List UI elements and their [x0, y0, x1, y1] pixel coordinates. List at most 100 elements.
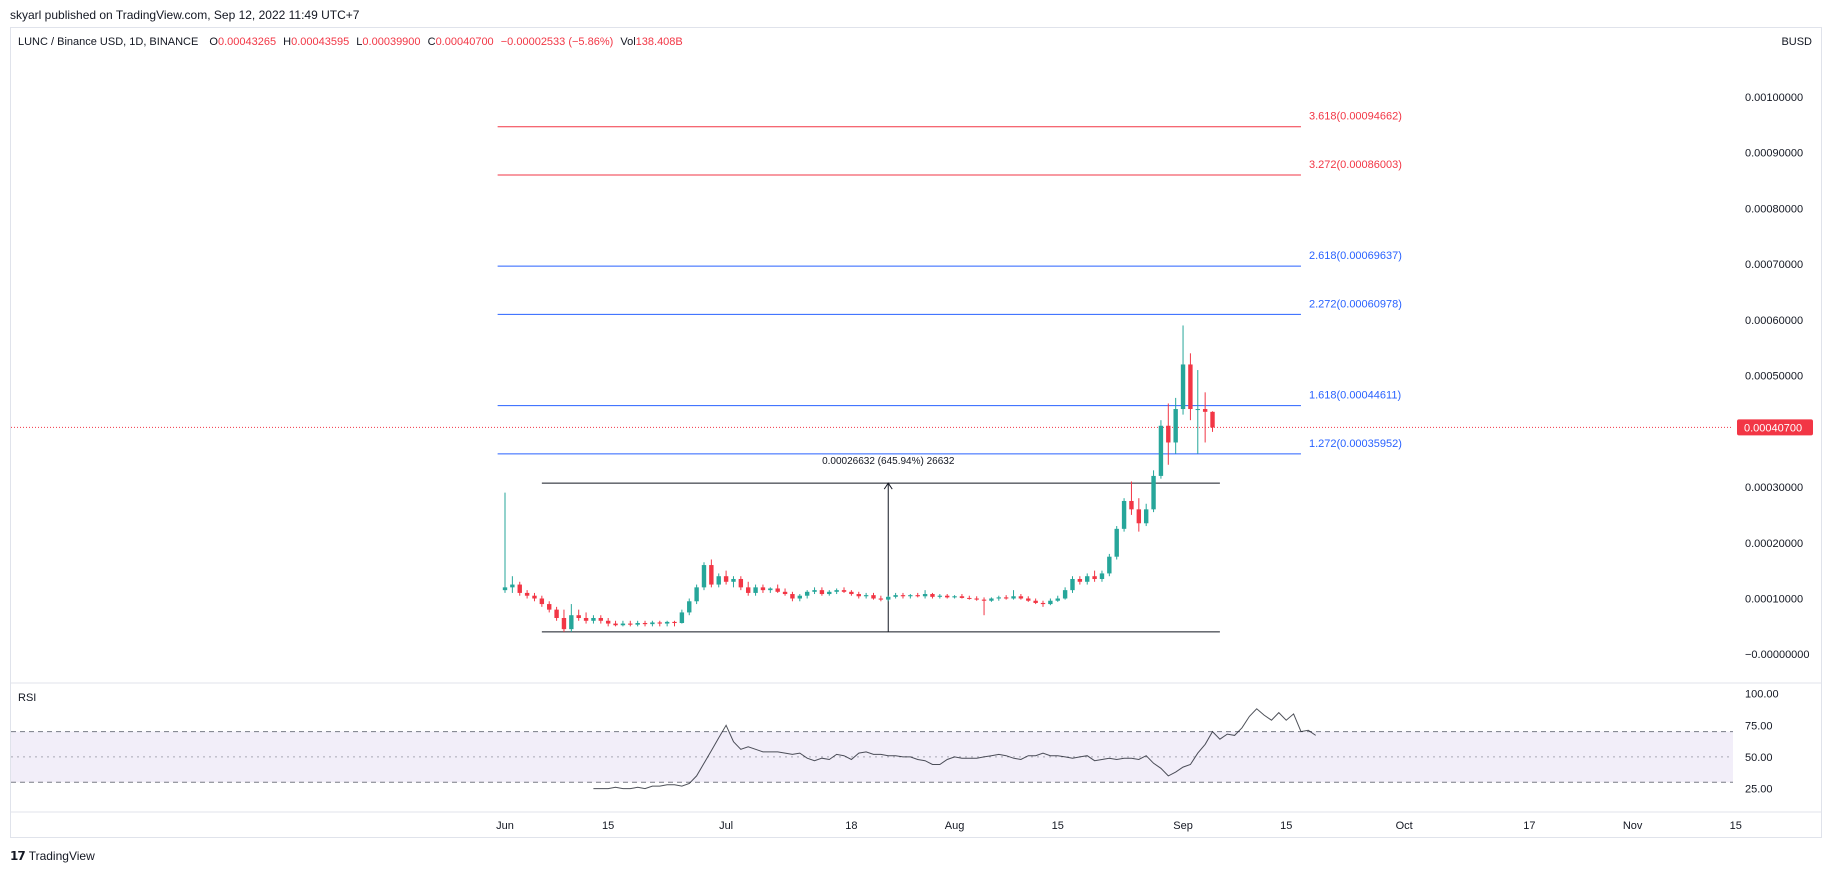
candle-body: [782, 591, 788, 595]
candle-body: [598, 617, 604, 621]
time-axis-tick-label: Jul: [719, 820, 733, 832]
candle-body: [760, 587, 766, 591]
candle-body: [510, 584, 515, 588]
candle-body: [738, 578, 744, 588]
candle-body: [841, 590, 847, 592]
time-axis-tick-label: Nov: [1623, 820, 1643, 832]
candle-body: [723, 576, 729, 582]
close-label: C: [427, 36, 436, 48]
last-price-label: 0.00040700: [1744, 422, 1802, 434]
price-axis-tick-label: 0.00100000: [1745, 92, 1803, 104]
candle-body: [930, 594, 935, 597]
candle-body: [532, 595, 537, 599]
candle-body: [819, 590, 825, 595]
candle-body: [886, 596, 891, 600]
candle-body: [561, 617, 567, 630]
candle-body: [1048, 600, 1053, 605]
time-axis-tick-label: 15: [1280, 820, 1292, 832]
open-value: 0.00043265: [217, 36, 277, 48]
candle-body: [1129, 500, 1134, 510]
candle-body: [1092, 576, 1097, 579]
candle-body: [1077, 578, 1083, 582]
volume-label: Vol: [620, 36, 636, 48]
fib-level-label: 3.272(0.00086003): [1309, 159, 1402, 171]
rsi-axis-tick-label: 100.00: [1745, 689, 1779, 701]
candle-body: [1070, 578, 1075, 591]
candle-body: [775, 588, 780, 592]
price-axis-tick-label: 0.00080000: [1745, 203, 1803, 215]
rsi-line: [593, 708, 1316, 790]
candle-body: [753, 587, 758, 593]
candle-body: [628, 623, 633, 625]
price-axis-tick-label: 0.00060000: [1745, 315, 1803, 327]
time-axis-tick-label: Sep: [1173, 820, 1193, 832]
candle-body: [812, 590, 817, 592]
fib-level-label: 3.618(0.00094662): [1309, 111, 1402, 123]
candle-body: [893, 595, 898, 597]
candle-body: [687, 601, 692, 613]
candle-body: [620, 623, 626, 626]
price-axis-tick-label: 0.00050000: [1745, 371, 1803, 383]
candle-body: [915, 595, 920, 597]
rsi-axis-tick-label: 50.00: [1745, 752, 1773, 764]
candle-body: [974, 598, 979, 600]
candle-body: [1188, 364, 1193, 410]
candle-body: [746, 587, 751, 593]
chart-frame[interactable]: [10, 27, 1822, 838]
candle-body: [672, 621, 677, 624]
candle-body: [959, 596, 965, 598]
symbol-name[interactable]: LUNC / Binance USD, 1D, BINANCE: [18, 36, 199, 48]
volume-value: 138.408B: [635, 36, 683, 48]
candle-body: [1173, 409, 1178, 443]
candle-body: [1195, 409, 1200, 411]
price-axis-tick-label: −0.00000000: [1745, 649, 1810, 661]
candle-body: [1085, 576, 1090, 582]
time-axis-tick-label: 15: [1052, 820, 1064, 832]
time-axis-tick-label: 15: [1730, 820, 1742, 832]
candle-body: [591, 617, 596, 621]
rsi-title: RSI: [18, 692, 37, 704]
rsi-axis-tick-label: 75.00: [1745, 720, 1773, 732]
candle-body: [1011, 596, 1016, 599]
candle-body: [922, 594, 928, 597]
candle-body: [1166, 425, 1171, 443]
candle-body: [657, 622, 662, 624]
candle-body: [605, 620, 611, 624]
published-by-line: skyarl published on TradingView.com, Sep…: [10, 8, 360, 22]
candle-body: [1121, 500, 1127, 529]
time-axis-tick-label: 17: [1523, 820, 1535, 832]
candle-body: [709, 565, 714, 585]
candle-body: [1003, 597, 1009, 599]
candle-body: [1107, 556, 1112, 574]
candle-body: [650, 622, 655, 625]
candle-body: [635, 623, 640, 625]
change-value: −0.00002533 (−5.86%): [500, 36, 614, 48]
candle-body: [834, 590, 839, 592]
rsi-axis-tick-label: 25.00: [1745, 784, 1773, 796]
footer-brand[interactable]: 𝟭𝟳 TradingView: [10, 849, 95, 863]
candle-body: [1202, 409, 1208, 412]
candle-body: [569, 615, 574, 630]
candle-body: [731, 578, 736, 582]
candle-body: [871, 595, 876, 599]
candle-body: [952, 596, 957, 598]
fib-level-label: 1.272(0.00035952): [1309, 438, 1402, 450]
candle-body: [694, 587, 699, 602]
candle-body: [1180, 364, 1186, 410]
high-label: H: [283, 36, 292, 48]
candle-body: [1114, 528, 1119, 557]
price-axis-tick-label: 0.00030000: [1745, 482, 1803, 494]
candle-body: [1026, 598, 1031, 601]
candle-body: [1099, 573, 1105, 579]
candle-body: [716, 576, 721, 585]
candle-body: [849, 591, 854, 595]
candle-body: [878, 598, 884, 600]
candle-body: [797, 595, 802, 599]
measure-arrow-head-icon: [883, 482, 893, 490]
candle-body: [1062, 590, 1068, 599]
candle-body: [981, 599, 987, 601]
candle-body: [613, 623, 618, 626]
candle-body: [900, 595, 906, 597]
candle-body: [1033, 600, 1038, 603]
